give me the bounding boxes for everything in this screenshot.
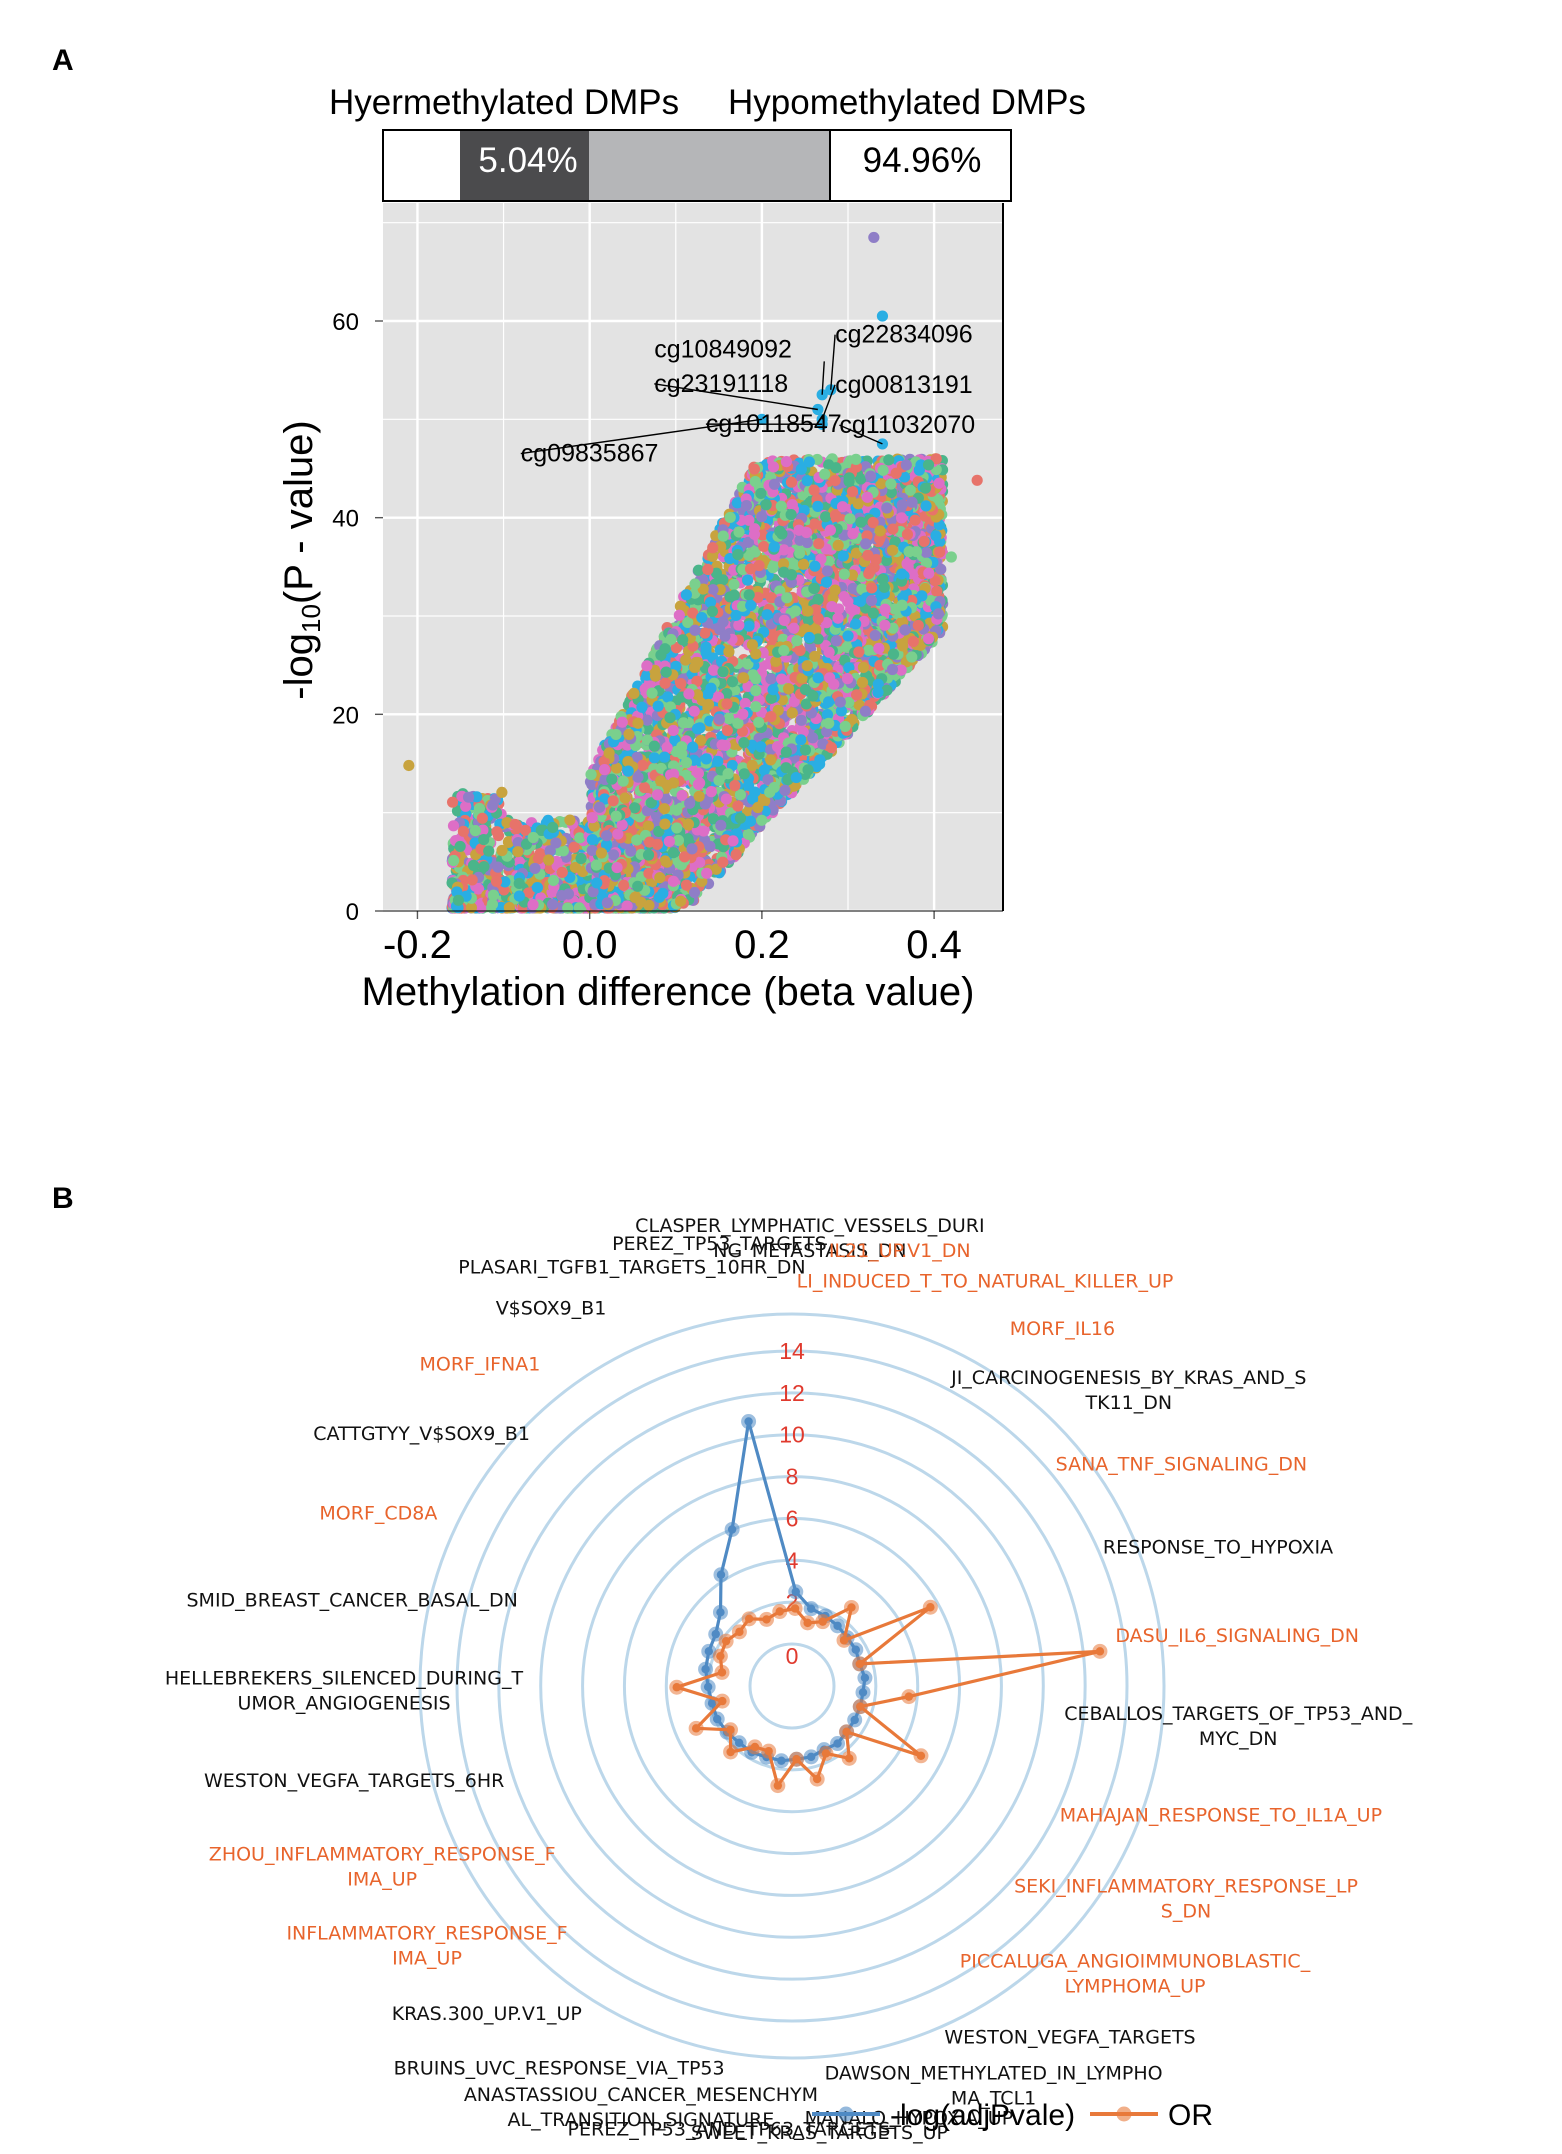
- data-point: [568, 841, 580, 853]
- hypo-proportion-fill: [589, 131, 830, 200]
- data-point: [544, 845, 556, 857]
- data-point: [476, 812, 488, 824]
- data-point: [564, 814, 576, 826]
- data-point: [499, 876, 511, 888]
- data-point: [642, 723, 654, 735]
- data-point: [503, 901, 515, 914]
- data-point: [495, 901, 507, 914]
- data-point: [486, 898, 499, 910]
- data-point: [547, 821, 559, 834]
- data-point: [543, 854, 555, 866]
- data-point: [451, 886, 463, 898]
- data-point: [447, 820, 460, 832]
- data-point: [512, 836, 524, 849]
- data-point: [469, 825, 482, 837]
- data-point: [452, 894, 465, 906]
- data-point: [492, 861, 504, 873]
- data-point: [448, 854, 460, 867]
- data-point: [529, 862, 541, 875]
- data-point: [478, 833, 490, 846]
- panel-a-letter: A: [52, 44, 74, 77]
- data-point: [527, 831, 539, 844]
- data-point: [487, 889, 500, 901]
- data-point: [483, 845, 495, 857]
- data-point: [460, 800, 472, 812]
- data-point: [512, 846, 524, 858]
- data-point: [446, 796, 459, 808]
- data-point: [556, 866, 568, 878]
- data-point: [519, 824, 532, 836]
- data-point: [527, 899, 539, 911]
- data-point: [454, 840, 466, 853]
- data-point: [522, 887, 535, 899]
- hyper-proportion-fill: [460, 131, 589, 200]
- data-point: [532, 853, 545, 865]
- data-point: [478, 861, 490, 873]
- data-point: [573, 902, 585, 914]
- data-point: [491, 826, 503, 838]
- data-point: [466, 874, 478, 886]
- hypo-percent: 94.96%: [863, 141, 982, 180]
- data-point: [742, 828, 754, 840]
- data-point: [935, 563, 947, 575]
- data-point: [550, 837, 562, 849]
- scatter-points: [403, 231, 983, 914]
- hyper-percent: 5.04%: [478, 141, 577, 180]
- hyper-bar-heading: Hyermethylated DMPs: [329, 83, 679, 122]
- data-point: [795, 714, 807, 726]
- data-point: [513, 877, 525, 890]
- data-point: [531, 881, 543, 894]
- data-point: [457, 825, 469, 837]
- data-point: [496, 786, 508, 799]
- data-point: [562, 902, 574, 914]
- data-point: [556, 890, 568, 902]
- data-point: [490, 875, 503, 887]
- data-point: [502, 836, 515, 849]
- data-point: [574, 832, 586, 844]
- data-point: [557, 845, 569, 857]
- data-point: [487, 799, 499, 811]
- data-point: [496, 844, 508, 857]
- data-point: [546, 898, 559, 910]
- data-point: [462, 791, 475, 803]
- hypo-bar-heading: Hypomethylated DMPs: [728, 83, 1086, 122]
- panel-a: A Hyermethylated DMPs Hypomethylated DMP…: [52, 44, 1086, 1014]
- data-point: [509, 818, 521, 831]
- data-point: [575, 852, 587, 865]
- data-point: [467, 859, 480, 871]
- data-point: [471, 791, 483, 803]
- data-point: [742, 658, 754, 670]
- data-point: [547, 874, 560, 887]
- data-point: [513, 890, 525, 902]
